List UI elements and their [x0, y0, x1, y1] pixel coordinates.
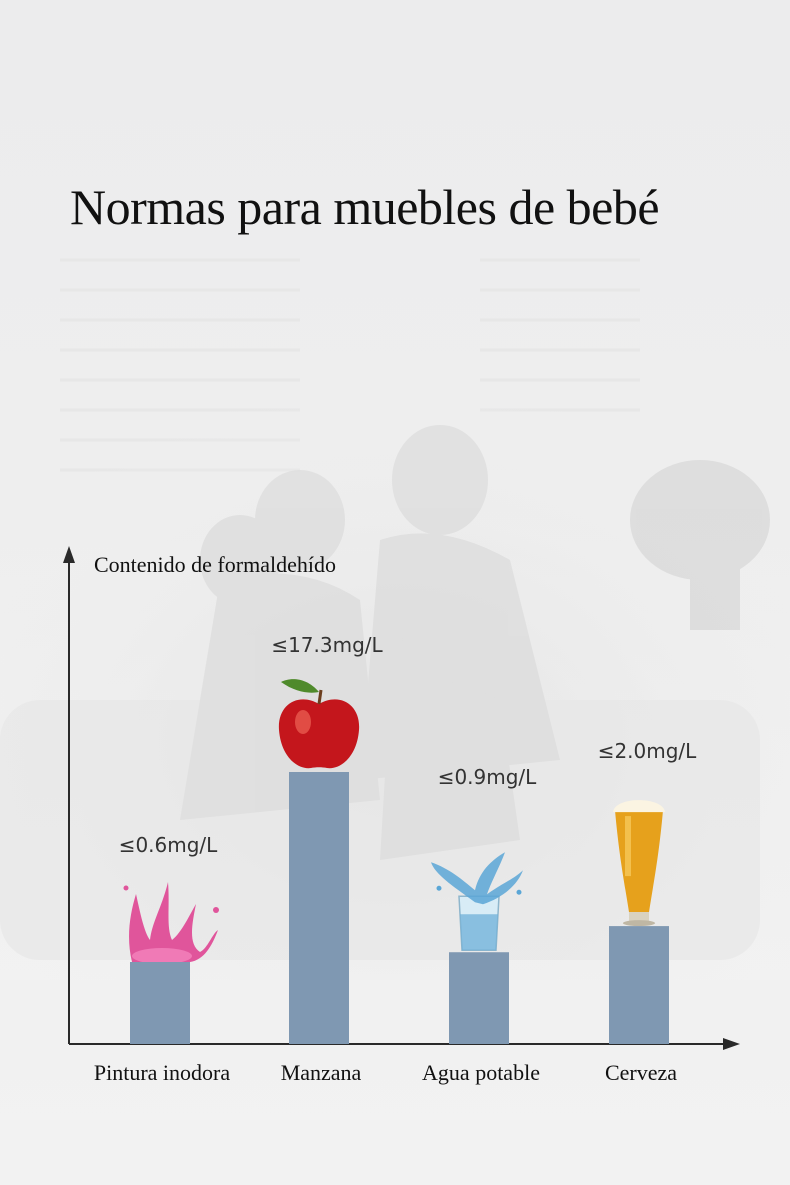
bar-manzana [289, 772, 349, 1044]
y-axis-title: Contenido de formaldehído [94, 552, 336, 577]
bar-pintura-inodora [130, 962, 190, 1044]
category-label-manzana: Manzana [281, 1060, 362, 1085]
apple-icon [278, 679, 360, 769]
category-label-agua-potable: Agua potable [422, 1060, 540, 1085]
value-label-pintura-inodora: ≤0.6mg/L [119, 833, 218, 857]
value-label-cerveza: ≤2.0mg/L [598, 739, 697, 763]
water-glass-icon [431, 852, 523, 951]
value-label-agua-potable: ≤0.9mg/L [438, 765, 537, 789]
beer-glass-icon [613, 800, 665, 927]
category-label-cerveza: Cerveza [605, 1060, 677, 1085]
bar-agua-potable [449, 952, 509, 1044]
bar-cerveza [609, 926, 669, 1044]
y-axis-arrow [63, 546, 75, 563]
category-label-pintura-inodora: Pintura inodora [94, 1060, 230, 1085]
paint-splash-icon [123, 882, 219, 964]
x-axis-arrow [723, 1038, 740, 1050]
value-label-manzana: ≤17.3mg/L [271, 633, 383, 657]
page-title: Normas para muebles de bebé [70, 179, 660, 235]
